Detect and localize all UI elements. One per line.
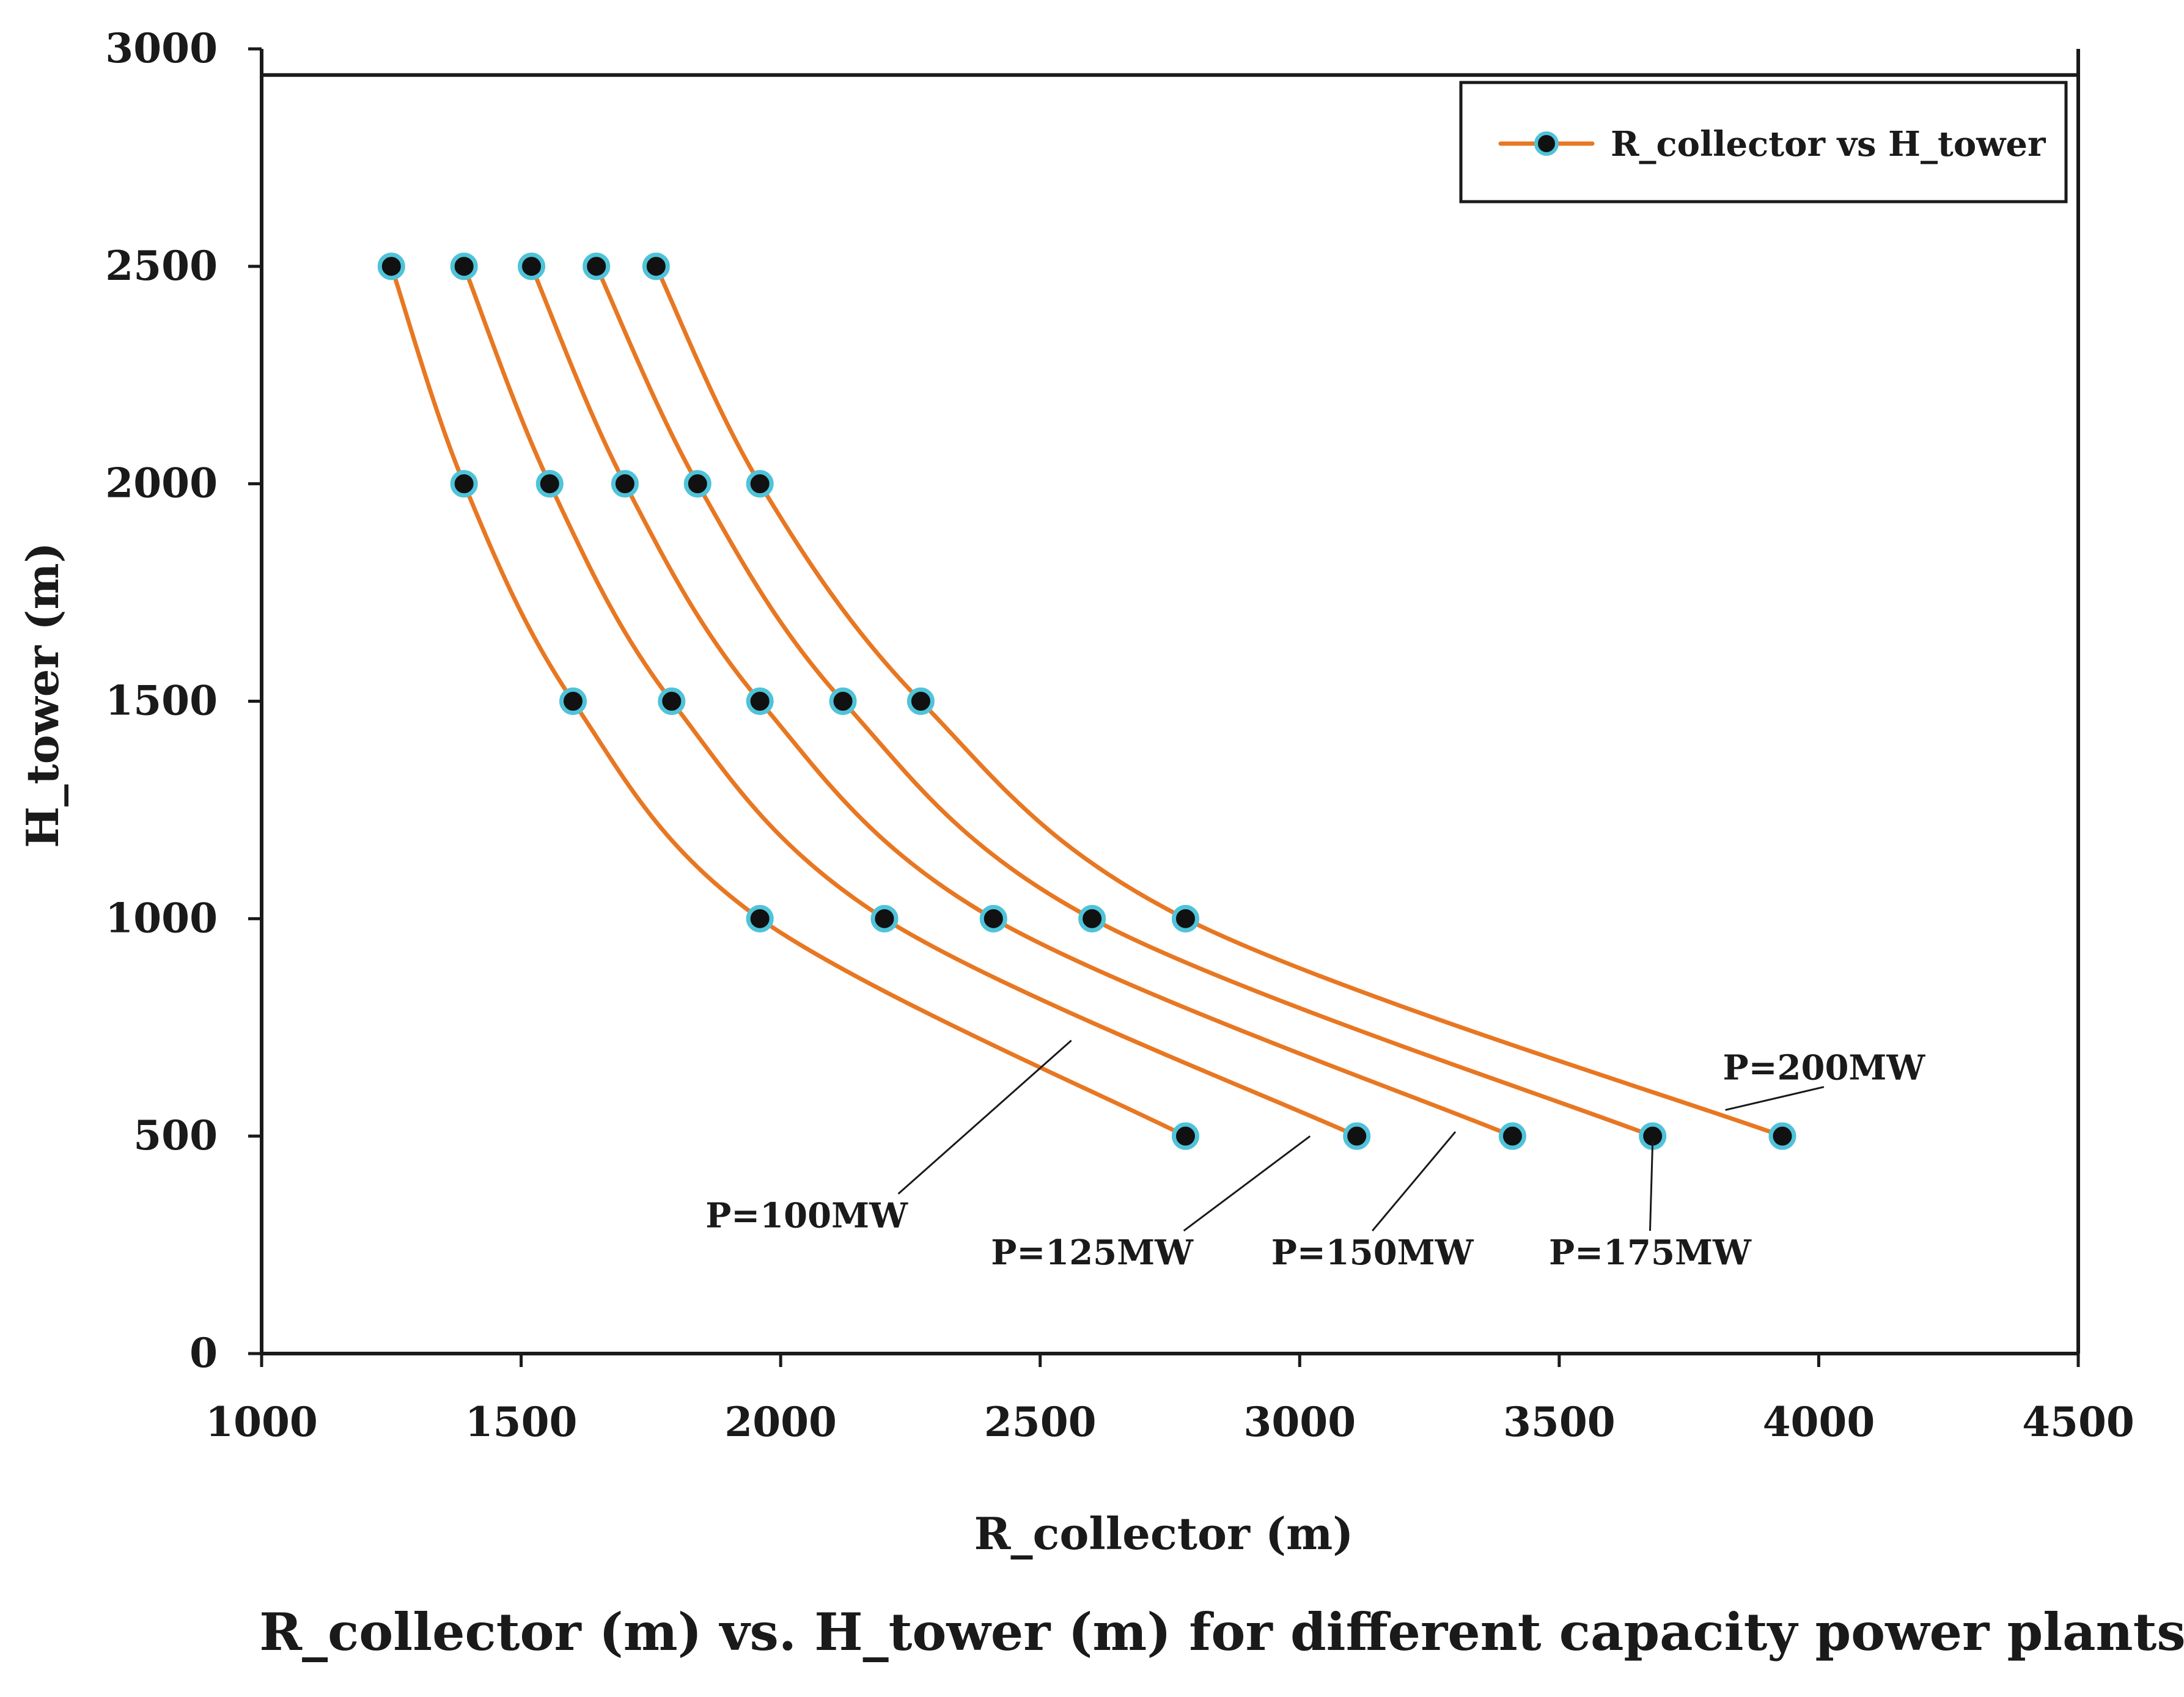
data-point bbox=[559, 687, 587, 715]
legend: R_collector vs H_tower bbox=[1459, 81, 2068, 203]
axes-group: 1000 1500 2000 2500 3000 3500 4000 4500 0 500 1000… bbox=[105, 24, 2134, 1446]
data-point bbox=[870, 904, 899, 933]
y-axis-title: H_tower (m) bbox=[17, 542, 68, 848]
annotation-leader bbox=[1725, 1086, 1825, 1111]
x-axis-title: R_collector (m) bbox=[974, 1508, 1354, 1560]
data-point bbox=[683, 470, 711, 498]
data-point bbox=[746, 470, 774, 498]
legend-label: R_collector vs H_tower bbox=[1611, 124, 2046, 164]
y-tick-label: 1500 bbox=[105, 677, 218, 725]
series-line-p-200mw bbox=[653, 264, 1785, 1138]
annotation-leader bbox=[1372, 1131, 1457, 1232]
data-point bbox=[1768, 1122, 1796, 1150]
data-point bbox=[829, 687, 857, 715]
annotation-label: P=200MW bbox=[1723, 1048, 1926, 1088]
x-tick-label: 3000 bbox=[1243, 1398, 1356, 1446]
data-point bbox=[1498, 1122, 1526, 1150]
annotation-leader bbox=[1649, 1140, 1654, 1231]
y-tick-label: 1000 bbox=[105, 894, 218, 942]
annotation-label: P=100MW bbox=[705, 1196, 908, 1236]
y-tick-label: 2500 bbox=[105, 242, 218, 290]
figure-caption: R_collector (m) vs. H_tower (m) for diff… bbox=[259, 1602, 2184, 1662]
data-point bbox=[642, 252, 670, 280]
series-group bbox=[389, 264, 1785, 1138]
annotation-label: P=125MW bbox=[991, 1233, 1194, 1273]
y-tick-label: 0 bbox=[189, 1329, 218, 1377]
y-tick-label: 2000 bbox=[105, 460, 218, 507]
y-tick-label: 500 bbox=[133, 1112, 218, 1159]
markers-group bbox=[377, 252, 1796, 1150]
series-line-p-150mw bbox=[529, 264, 1515, 1138]
data-point bbox=[518, 252, 546, 280]
data-point bbox=[583, 252, 611, 280]
data-point bbox=[746, 904, 774, 933]
data-point bbox=[450, 252, 478, 280]
annotation-leader bbox=[1183, 1135, 1311, 1232]
annotation-leader bbox=[897, 1039, 1072, 1195]
data-point bbox=[658, 687, 686, 715]
x-tick-label: 3500 bbox=[1503, 1398, 1616, 1446]
data-point bbox=[979, 904, 1007, 933]
x-tick-label: 4500 bbox=[2022, 1398, 2134, 1446]
series-line-p-100mw bbox=[389, 264, 1188, 1138]
x-tick-label: 1000 bbox=[205, 1398, 318, 1446]
annotations-group: P=100MW P=125MW P=150MW P=175MW P=200MW bbox=[705, 1039, 1926, 1273]
data-point bbox=[450, 470, 478, 498]
data-point bbox=[1343, 1122, 1371, 1150]
data-point bbox=[611, 470, 639, 498]
data-point bbox=[1171, 904, 1199, 933]
series-line-p-175mw bbox=[594, 264, 1655, 1138]
x-tick-label: 1500 bbox=[465, 1398, 578, 1446]
x-tick-label: 2500 bbox=[984, 1398, 1097, 1446]
series-line-p-125mw bbox=[461, 264, 1359, 1138]
data-point bbox=[535, 470, 564, 498]
annotation-label: P=150MW bbox=[1271, 1233, 1474, 1273]
data-point bbox=[746, 687, 774, 715]
data-point bbox=[1171, 1122, 1199, 1150]
x-tick-label: 2000 bbox=[724, 1398, 837, 1446]
annotation-label: P=175MW bbox=[1549, 1233, 1752, 1273]
y-tick-label: 3000 bbox=[105, 24, 218, 72]
x-tick-label: 4000 bbox=[1763, 1398, 1875, 1446]
data-point bbox=[906, 687, 935, 715]
legend-marker-swatch bbox=[1534, 131, 1559, 156]
data-point bbox=[1078, 904, 1106, 933]
data-point bbox=[377, 252, 405, 280]
